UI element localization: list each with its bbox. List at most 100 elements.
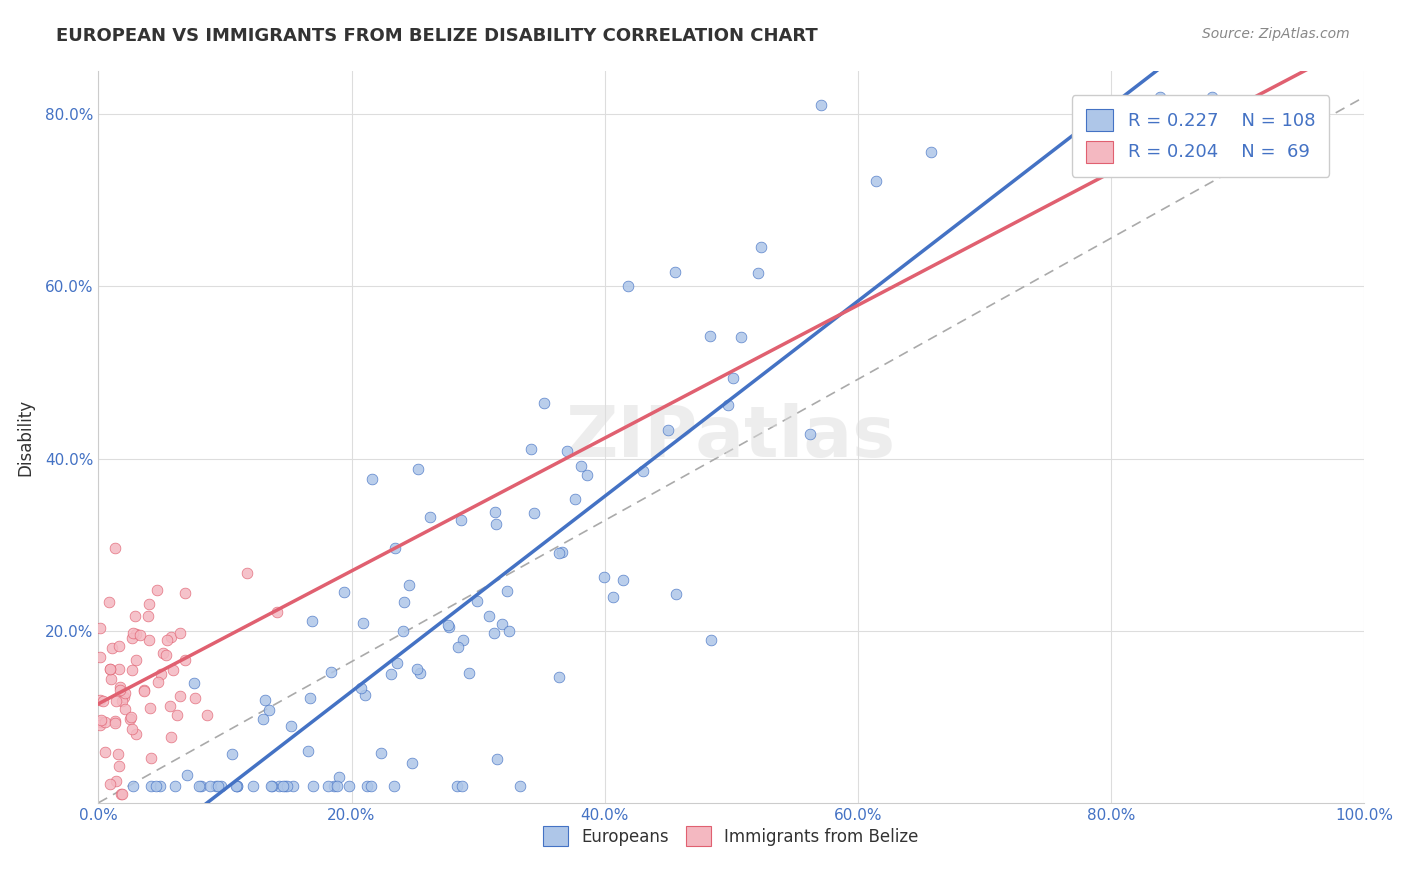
- Point: [337, 779, 360, 793]
- Point: [271, 779, 294, 793]
- Point: [111, 694, 134, 708]
- Point: [89, 621, 111, 635]
- Point: [174, 653, 197, 667]
- Point: [149, 667, 172, 681]
- Point: [401, 756, 423, 771]
- Point: [380, 666, 402, 681]
- Point: [633, 464, 655, 478]
- Point: [664, 264, 686, 278]
- Point: [274, 779, 297, 793]
- Point: [280, 719, 302, 733]
- Point: [136, 609, 159, 624]
- Point: [254, 693, 277, 707]
- Point: [145, 779, 167, 793]
- Point: [319, 665, 342, 680]
- Point: [491, 616, 513, 631]
- Point: [509, 779, 531, 793]
- Point: [104, 714, 127, 728]
- Point: [301, 614, 323, 628]
- Point: [110, 787, 132, 801]
- Point: [108, 759, 131, 773]
- Point: [810, 98, 832, 112]
- Point: [89, 693, 111, 707]
- Point: [920, 145, 942, 159]
- Point: [484, 505, 506, 519]
- Point: [198, 779, 221, 793]
- Point: [406, 662, 429, 676]
- Point: [533, 396, 555, 410]
- Point: [139, 779, 162, 793]
- Point: [482, 626, 505, 640]
- Point: [221, 747, 243, 761]
- Point: [370, 746, 392, 760]
- Point: [262, 779, 284, 793]
- Point: [419, 510, 441, 524]
- Point: [118, 712, 141, 726]
- Point: [152, 646, 174, 660]
- Point: [730, 329, 752, 343]
- Text: Source: ZipAtlas.com: Source: ZipAtlas.com: [1202, 27, 1350, 41]
- Point: [125, 627, 148, 641]
- Point: [108, 661, 131, 675]
- Point: [548, 545, 571, 559]
- Point: [299, 691, 322, 706]
- Point: [148, 675, 170, 690]
- Point: [266, 606, 288, 620]
- Point: [700, 632, 723, 647]
- Point: [747, 266, 769, 280]
- Point: [89, 717, 111, 731]
- Point: [111, 787, 134, 801]
- Point: [392, 595, 415, 609]
- Point: [190, 779, 212, 793]
- Point: [169, 626, 191, 640]
- Point: [547, 670, 569, 684]
- Point: [612, 573, 634, 587]
- Point: [174, 586, 197, 600]
- Point: [145, 583, 167, 598]
- Point: [333, 585, 356, 599]
- Point: [409, 665, 432, 680]
- Point: [485, 752, 508, 766]
- Point: [98, 595, 121, 609]
- Point: [122, 779, 145, 793]
- Point: [184, 690, 207, 705]
- Point: [602, 590, 624, 604]
- Point: [361, 472, 384, 486]
- Point: [104, 541, 127, 555]
- Point: [564, 492, 586, 507]
- Point: [101, 640, 124, 655]
- Point: [226, 779, 249, 793]
- Point: [121, 722, 143, 736]
- Point: [437, 617, 460, 632]
- Point: [104, 774, 127, 789]
- Point: [90, 714, 112, 729]
- Point: [450, 513, 472, 527]
- Point: [139, 700, 162, 714]
- Point: [555, 444, 578, 458]
- Point: [465, 594, 488, 608]
- Point: [297, 744, 319, 758]
- Point: [187, 779, 209, 793]
- Point: [195, 707, 218, 722]
- Point: [384, 541, 406, 555]
- Point: [160, 730, 183, 744]
- Point: [225, 779, 247, 793]
- Point: [406, 461, 429, 475]
- Point: [450, 779, 472, 793]
- Point: [90, 713, 112, 727]
- Point: [451, 632, 474, 647]
- Point: [162, 663, 184, 677]
- Point: [205, 779, 228, 793]
- Point: [478, 609, 501, 624]
- Point: [122, 625, 145, 640]
- Point: [551, 544, 574, 558]
- Point: [616, 279, 638, 293]
- Point: [112, 690, 135, 704]
- Point: [498, 624, 520, 638]
- Point: [1149, 90, 1171, 104]
- Point: [1201, 90, 1223, 104]
- Point: [225, 779, 247, 793]
- Text: EUROPEAN VS IMMIGRANTS FROM BELIZE DISABILITY CORRELATION CHART: EUROPEAN VS IMMIGRANTS FROM BELIZE DISAB…: [56, 27, 818, 45]
- Point: [165, 779, 187, 793]
- Point: [100, 776, 122, 790]
